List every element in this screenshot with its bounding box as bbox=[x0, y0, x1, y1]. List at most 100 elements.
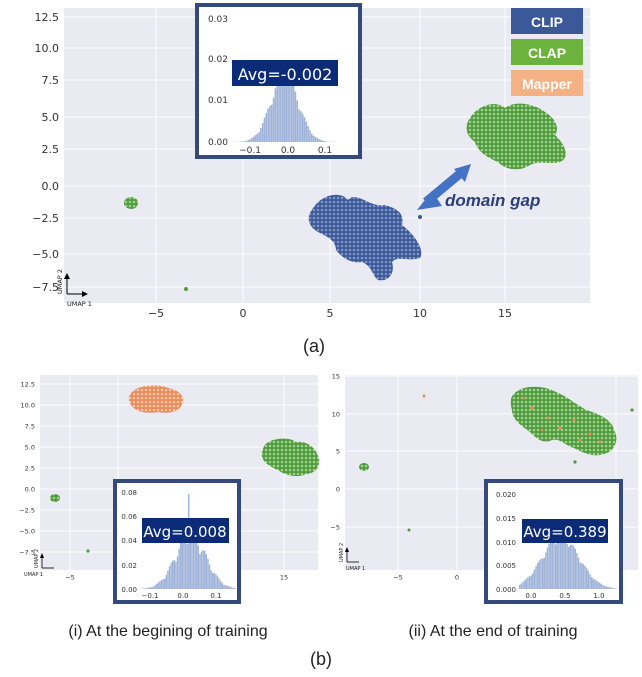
legend-clap-label: CLAP bbox=[528, 45, 566, 61]
y-tick-label: −5 bbox=[330, 523, 340, 531]
histogram-bar bbox=[525, 578, 528, 589]
inset-x-tick-label: 0.0 bbox=[281, 146, 296, 156]
clap-point-bii-a bbox=[573, 460, 577, 464]
histogram-bar bbox=[602, 585, 604, 589]
caption-bii: (ii) At the end of training bbox=[409, 623, 578, 640]
plot-a-ylabel: UMAP 2 bbox=[56, 269, 64, 294]
histogram-bar bbox=[554, 544, 557, 589]
histogram-bar bbox=[207, 558, 209, 589]
histogram-bar bbox=[204, 550, 206, 589]
histogram-bar bbox=[197, 545, 200, 589]
inset-bi-histogram: 0.08 0.06 0.04 0.02 0.00 −0.1 0.0 0.1 bbox=[121, 489, 236, 600]
inset-x-tick-label: 0.1 bbox=[318, 146, 332, 156]
domain-gap-label: domain gap bbox=[445, 191, 540, 210]
histogram-bar bbox=[600, 584, 603, 589]
histogram-bar bbox=[305, 121, 308, 142]
histogram-bar bbox=[175, 561, 177, 589]
histogram-bar bbox=[527, 577, 529, 589]
histogram-bar bbox=[165, 574, 168, 589]
inset-y-tick-label: 0.00 bbox=[121, 586, 137, 594]
histogram-bar bbox=[548, 543, 550, 589]
mapper-points-bii bbox=[422, 394, 602, 444]
caption-b: (b) bbox=[310, 649, 332, 669]
histogram-bar bbox=[200, 551, 203, 589]
inset-y-tick-label: 0.02 bbox=[208, 55, 228, 65]
histogram-bar bbox=[181, 538, 184, 589]
histogram-bar bbox=[157, 582, 160, 589]
histogram-bar bbox=[220, 580, 222, 589]
histogram-bar bbox=[535, 566, 537, 589]
histogram-bar bbox=[581, 563, 583, 589]
histogram-bar bbox=[289, 77, 291, 142]
histogram-bar bbox=[321, 140, 324, 142]
histogram-bar bbox=[558, 537, 560, 589]
histogram-bar bbox=[231, 587, 233, 589]
histogram-bar bbox=[234, 588, 236, 589]
inset-a-avg-text: Avg=-0.002 bbox=[238, 65, 333, 84]
histogram-bar bbox=[215, 574, 217, 589]
histogram-bar bbox=[210, 570, 212, 589]
plot-bi-axes-indicator: UMAP 1 UMAP 2 bbox=[24, 549, 54, 578]
histogram-bar bbox=[530, 575, 532, 589]
histogram-bar bbox=[202, 550, 204, 589]
histogram-bar bbox=[287, 79, 289, 142]
histogram-bar bbox=[292, 83, 295, 142]
histogram-bar bbox=[572, 545, 575, 589]
histogram-bar bbox=[519, 584, 521, 589]
histogram-bar bbox=[164, 578, 166, 589]
histogram-bar bbox=[154, 585, 156, 589]
histogram-bar bbox=[247, 140, 249, 142]
histogram-bar bbox=[615, 588, 617, 589]
histogram-bar bbox=[245, 140, 248, 142]
histogram-bar bbox=[538, 560, 541, 589]
clap-point-outlier bbox=[184, 287, 188, 291]
y-tick-label: 0 bbox=[336, 485, 340, 493]
histogram-bar bbox=[173, 560, 176, 589]
histogram-bar bbox=[191, 533, 193, 589]
legend-clip-box bbox=[511, 8, 583, 34]
inset-x-tick-label: 0.5 bbox=[559, 592, 570, 600]
inset-y-tick-label: 0.00 bbox=[208, 138, 228, 148]
histogram-bar bbox=[613, 588, 616, 589]
clap-cluster-main bbox=[466, 103, 566, 170]
histogram-bar bbox=[226, 585, 228, 589]
histogram-bar bbox=[310, 133, 313, 142]
histogram-bar bbox=[252, 136, 255, 142]
y-tick-label: 5.0 bbox=[42, 111, 60, 124]
histogram-bar bbox=[205, 553, 208, 589]
histogram-bar bbox=[592, 578, 594, 589]
histogram-bar bbox=[146, 587, 148, 589]
histogram-bar bbox=[144, 588, 147, 589]
histogram-bar bbox=[250, 138, 253, 142]
histogram-bar bbox=[532, 573, 534, 589]
inset-y-tick-label: 0.010 bbox=[496, 539, 516, 547]
caption-bi: (i) At the begining of training bbox=[68, 623, 267, 640]
histogram-bar bbox=[301, 113, 304, 142]
histogram-bar bbox=[224, 585, 227, 589]
histogram-bar bbox=[276, 80, 279, 142]
y-tick-label: 2.5 bbox=[25, 464, 35, 472]
histogram-bar bbox=[563, 535, 565, 589]
histogram-bar bbox=[274, 88, 277, 142]
inset-x-tick-label: 1.0 bbox=[593, 592, 604, 600]
histogram-bar bbox=[574, 548, 577, 589]
histogram-bar bbox=[172, 560, 174, 589]
histogram-bar bbox=[208, 564, 211, 589]
inset-y-tick-label: 0.06 bbox=[121, 513, 137, 521]
inset-a-histogram: 0.03 0.02 0.01 0.00 −0.1 0.0 0.1 bbox=[208, 15, 340, 156]
histogram-bar bbox=[584, 565, 586, 589]
mapper-cluster bbox=[128, 385, 184, 413]
y-tick-label: −7.5 bbox=[19, 548, 35, 556]
inset-y-tick-label: 0.005 bbox=[496, 562, 516, 570]
histogram-bar bbox=[156, 583, 158, 589]
histogram-bar bbox=[159, 581, 161, 589]
y-tick-label: 2.5 bbox=[42, 143, 60, 156]
histogram-bar bbox=[320, 139, 322, 142]
histogram-bar bbox=[571, 544, 573, 589]
y-tick-label: −2.5 bbox=[32, 212, 59, 225]
histogram-bar bbox=[541, 558, 544, 589]
inset-y-tick-label: 0.03 bbox=[208, 15, 228, 25]
histogram-bar bbox=[216, 576, 219, 589]
histogram-bar bbox=[270, 104, 273, 142]
legend: CLIP CLAP Mapper bbox=[511, 8, 583, 96]
